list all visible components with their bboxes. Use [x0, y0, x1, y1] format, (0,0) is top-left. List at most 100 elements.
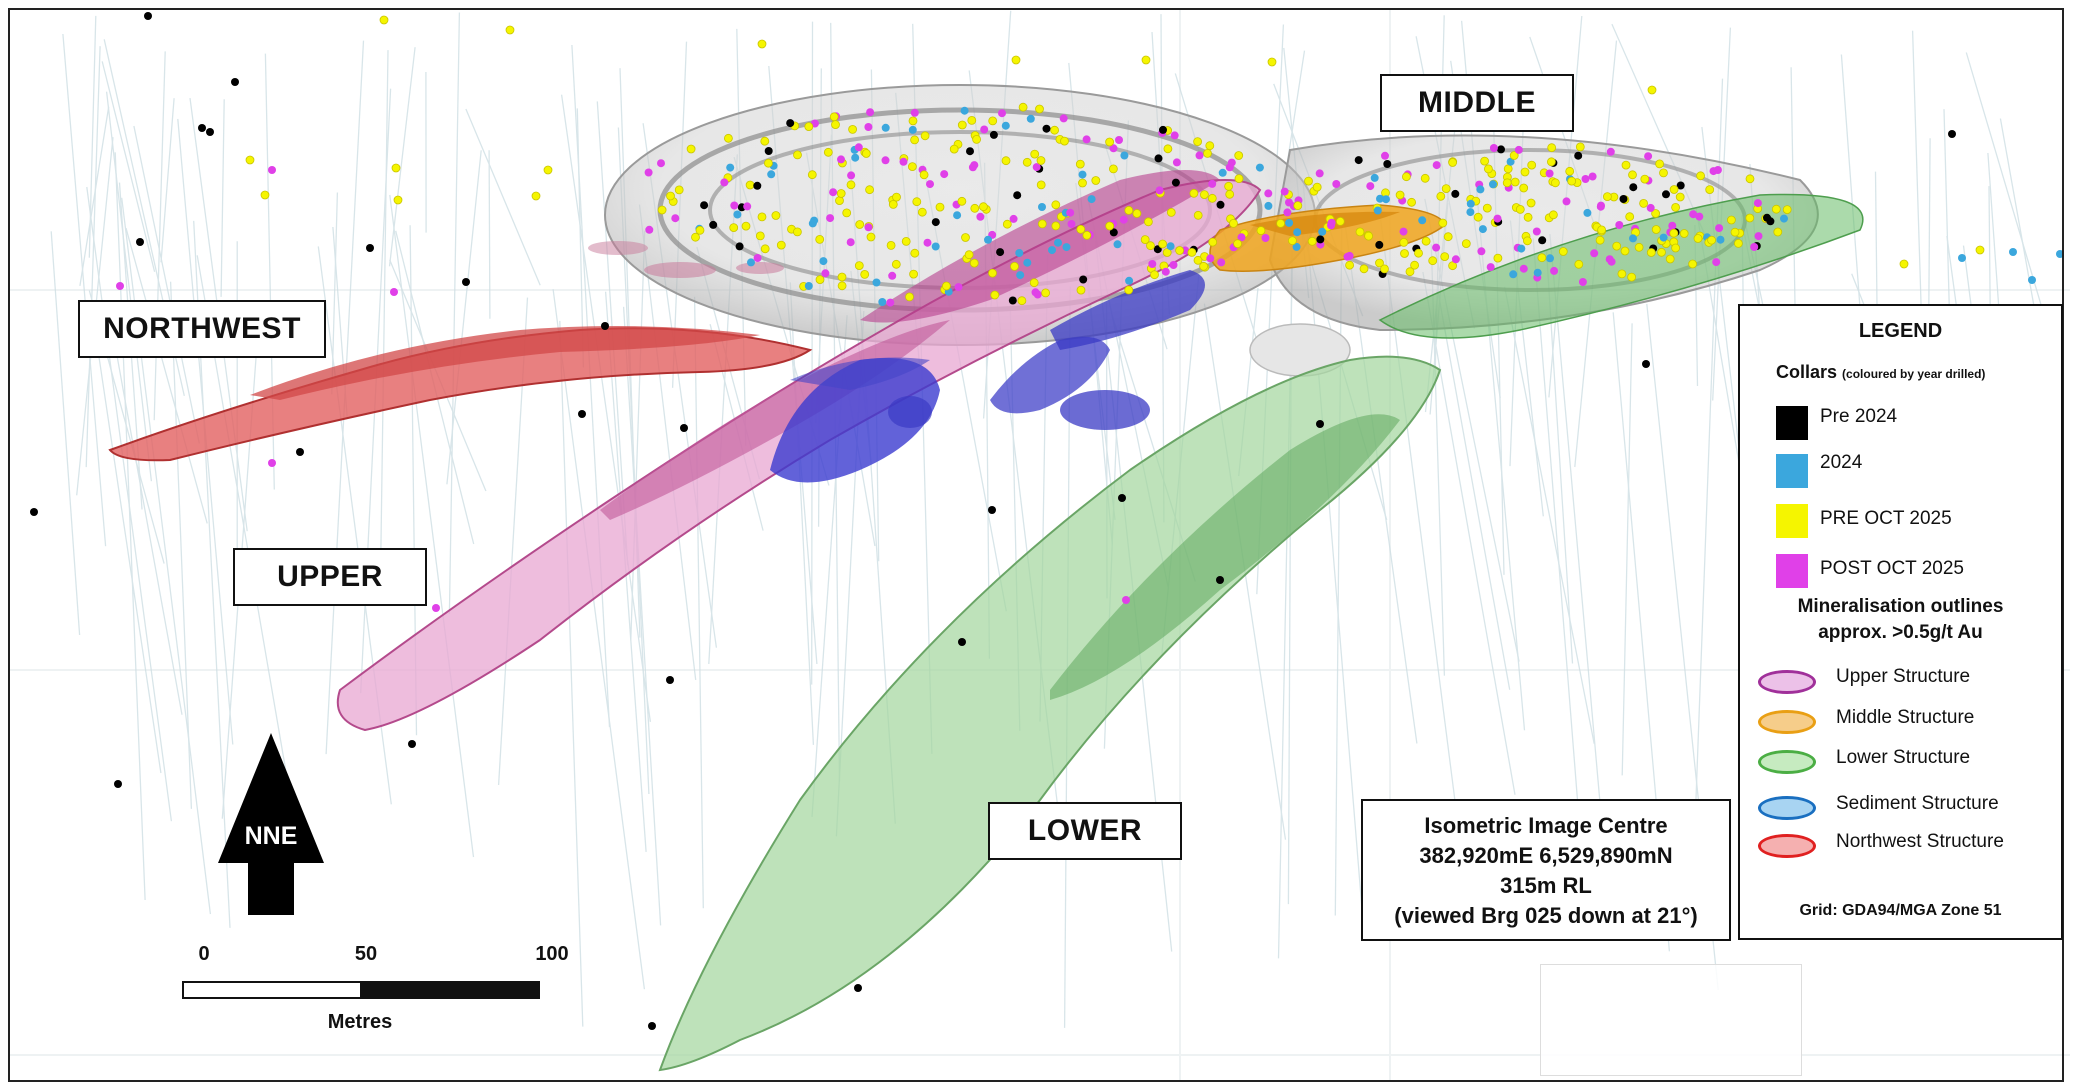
drill-collar: [1166, 242, 1175, 251]
drill-collar: [1208, 237, 1218, 247]
drill-collar: [878, 298, 887, 306]
drill-collar: [757, 212, 767, 222]
drill-collar: [720, 178, 729, 187]
drill-collar: [1574, 151, 1583, 160]
drill-collar: [1148, 260, 1157, 268]
drill-collar: [989, 130, 998, 139]
drill-collar: [743, 202, 752, 211]
drill-collar: [1695, 212, 1704, 221]
drill-collar: [1079, 275, 1088, 284]
drill-collar: [1766, 217, 1775, 226]
drill-collar: [1050, 125, 1059, 135]
drill-collar: [747, 258, 755, 267]
upper-label: UPPER: [233, 548, 427, 606]
drill-collar: [644, 168, 653, 177]
drill-collar: [666, 676, 674, 684]
drill-collar: [391, 163, 401, 173]
drill-collar: [923, 238, 932, 247]
drill-collar: [268, 166, 276, 174]
drill-collar: [1307, 236, 1317, 246]
north-arrow-label: NNE: [244, 822, 298, 850]
drill-collar: [1581, 175, 1590, 183]
drill-collar: [1418, 216, 1427, 225]
drill-collar: [1023, 258, 1032, 267]
drill-collar: [1234, 174, 1244, 184]
drill-trace: [125, 227, 208, 524]
drill-trace: [630, 230, 646, 640]
drill-collar: [970, 203, 980, 213]
drill-collar: [1035, 104, 1044, 114]
drill-collar: [760, 244, 770, 254]
drill-collar: [972, 134, 981, 144]
drill-collar: [917, 207, 927, 217]
drill-collar: [1171, 178, 1180, 187]
legend-label-sediment-structure: Sediment Structure: [1836, 793, 1999, 814]
drill-collar: [1533, 268, 1542, 277]
drill-collar: [1476, 185, 1485, 194]
drill-collar: [1316, 235, 1325, 244]
drill-collar: [2028, 276, 2036, 284]
drill-collar: [1440, 252, 1450, 262]
drill-collar: [1451, 255, 1460, 264]
scale-bar: 0 50 100 Metres: [160, 943, 600, 1043]
drill-trace: [133, 125, 200, 444]
drill-collar: [1662, 190, 1670, 199]
drill-collar: [1233, 239, 1242, 249]
drill-collar: [990, 290, 1000, 300]
drill-collar: [1605, 255, 1614, 264]
drill-collar: [1669, 185, 1679, 194]
drill-collar: [1170, 131, 1179, 140]
drill-collar: [1011, 55, 1021, 65]
drill-collar: [901, 236, 911, 246]
drill-collar: [1527, 160, 1537, 170]
drill-collar: [671, 214, 680, 223]
drill-collar: [1051, 221, 1061, 231]
drill-collar: [953, 211, 962, 220]
drill-collar: [1175, 246, 1184, 255]
drill-collar: [926, 180, 934, 189]
drill-collar: [1562, 197, 1571, 206]
legend-label-upper-structure: Upper Structure: [1836, 666, 1971, 687]
drill-collar: [1644, 152, 1653, 161]
drill-collar: [988, 506, 996, 514]
drill-collar: [1037, 219, 1047, 229]
drill-trace: [85, 46, 101, 468]
drill-collar: [1509, 151, 1519, 160]
drill-collar: [1655, 159, 1664, 169]
drill-collar: [1659, 168, 1668, 178]
drill-trace: [465, 108, 541, 286]
drill-collar: [1113, 240, 1122, 249]
drill-collar: [1193, 137, 1202, 147]
drill-collar: [1410, 260, 1419, 270]
drill-collar: [1402, 172, 1411, 182]
drill-collar: [957, 120, 967, 130]
drill-collar: [729, 223, 739, 233]
drill-collar: [1734, 238, 1743, 248]
drill-collar: [1466, 208, 1475, 217]
drill-collar: [1288, 236, 1297, 246]
drill-collar: [1189, 188, 1199, 198]
legend-collars-heading: Collars (coloured by year drilled): [1776, 362, 1985, 383]
drill-collar: [848, 124, 857, 134]
drill-trace: [488, 150, 491, 319]
drill-trace: [789, 282, 815, 745]
legend-title: LEGEND: [1858, 320, 1943, 342]
drill-collar: [1366, 182, 1375, 191]
drill-collar: [1651, 209, 1660, 218]
drill-collar: [1651, 225, 1661, 234]
drill-collar: [645, 225, 654, 234]
drill-collar: [1105, 137, 1114, 147]
drill-collar: [1629, 234, 1637, 243]
drill-collar: [1899, 259, 1909, 269]
drill-collar: [1715, 224, 1724, 233]
drill-collar: [1332, 180, 1341, 188]
drill-trace: [101, 61, 156, 272]
drill-collar: [1124, 285, 1134, 295]
drill-collar: [1010, 261, 1019, 271]
drill-collar: [1015, 249, 1024, 257]
scale-tick-100: 100: [535, 943, 569, 965]
drill-collar: [1489, 144, 1498, 152]
drill-collar: [1115, 136, 1123, 144]
drill-collar: [919, 170, 929, 180]
